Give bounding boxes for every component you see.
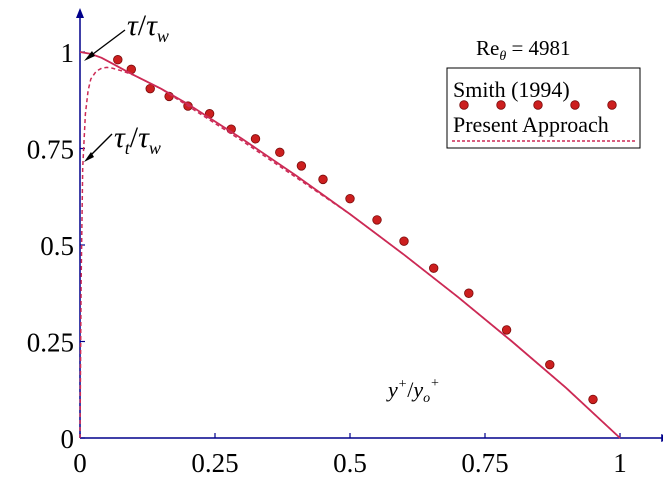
xa-sup: + xyxy=(398,377,407,392)
smith-data-point xyxy=(113,55,123,65)
total-stress-label: τ/τw xyxy=(127,9,169,46)
legend: Smith (1994) Present Approach xyxy=(446,67,641,149)
smith-data-point xyxy=(429,263,439,273)
smith-data-point xyxy=(588,394,598,405)
smith-data-point xyxy=(275,147,285,158)
legend-marker xyxy=(607,100,617,110)
x-tick-label: 0.75 xyxy=(461,448,508,478)
ts-a: τ xyxy=(127,9,139,42)
tt-b: τ xyxy=(138,121,150,154)
smith-data-point xyxy=(464,288,474,298)
y-axis-arrowhead xyxy=(76,8,84,18)
xb-y: y xyxy=(411,377,423,402)
x-tick-label: 0.25 xyxy=(191,448,238,478)
ts-bsub: w xyxy=(157,26,169,46)
legend-markers xyxy=(459,100,617,110)
smith-data-point xyxy=(501,325,512,335)
total-stress-line xyxy=(79,51,621,439)
legend-marker xyxy=(570,100,580,110)
legend-marker xyxy=(496,100,506,110)
y-tick-label: 0 xyxy=(61,424,75,454)
smith-data-point xyxy=(318,174,328,185)
x-tick-label: 0 xyxy=(73,448,87,478)
turbulent-stress-label: τt/τw xyxy=(114,121,161,158)
smith-data-point xyxy=(145,83,155,94)
ts-slash: / xyxy=(138,9,147,42)
tt-bsub: w xyxy=(149,138,161,158)
ts-b: τ xyxy=(146,9,158,42)
smith-data-point xyxy=(250,134,261,144)
reynolds-rest: = 4981 xyxy=(506,36,570,60)
total-stress-arrow xyxy=(84,29,126,61)
tt-asub: t xyxy=(125,138,131,158)
turbulent-stress-arrow xyxy=(84,133,113,162)
xa-y: y xyxy=(386,377,398,402)
x-tick-label: 0.5 xyxy=(333,448,367,478)
legend-label-present: Present Approach xyxy=(453,112,609,137)
series-layer xyxy=(79,51,621,439)
legend-box xyxy=(446,67,641,149)
x-axis-inline-label: y+/yo+ xyxy=(386,376,440,406)
smith-data-point xyxy=(399,236,409,246)
legend-label-smith: Smith (1994) xyxy=(453,77,570,102)
smith-data-point xyxy=(296,161,307,171)
smith-data-point xyxy=(345,193,355,204)
y-tick-label: 0.5 xyxy=(40,231,74,261)
y-tick-label: 0.75 xyxy=(27,135,74,165)
reynolds-label: Reθ = 4981 xyxy=(476,36,571,64)
reynolds-base: Re xyxy=(476,36,499,60)
xa-slash: / xyxy=(407,377,414,402)
smith-data-point xyxy=(372,215,382,225)
y-tick-label: 0.25 xyxy=(27,328,74,358)
y-tick-label: 1 xyxy=(61,38,75,68)
reynolds-sub: θ xyxy=(499,49,506,64)
xb-sup: + xyxy=(430,376,439,391)
x-tick-label: 1 xyxy=(613,448,627,478)
legend-marker xyxy=(533,100,543,110)
xb-sub: o xyxy=(423,391,430,406)
tt-slash: / xyxy=(130,121,139,154)
legend-marker xyxy=(459,100,469,110)
tt-a: τ xyxy=(114,121,126,154)
smith-data-point xyxy=(545,359,555,370)
ticks: 0 0.25 0.5 0.75 1 0 0.25 0.5 0.75 1 xyxy=(27,38,627,478)
